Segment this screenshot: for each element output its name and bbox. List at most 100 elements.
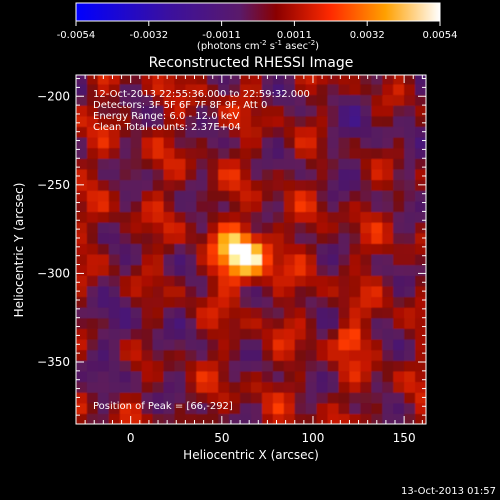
heatmap-cell	[316, 338, 329, 351]
heatmap-cell	[97, 381, 110, 393]
heatmap-cell	[382, 147, 394, 159]
heatmap-cell	[261, 360, 274, 372]
heatmap-cell	[141, 137, 154, 149]
heatmap-cell	[207, 83, 219, 96]
heatmap-cell	[404, 190, 416, 202]
heatmap-cell	[415, 75, 426, 85]
heatmap-cell	[141, 211, 154, 223]
heatmap-cell	[141, 381, 154, 393]
heatmap-cell	[163, 243, 176, 255]
heatmap-cell	[163, 275, 176, 287]
heatmap-cell	[360, 275, 372, 287]
heatmap-cell	[393, 200, 405, 213]
heatmap-cell	[393, 360, 405, 372]
heatmap-cell	[97, 83, 110, 96]
heatmap-cell	[163, 190, 176, 202]
heatmap-cell	[415, 190, 426, 202]
heatmap-cell	[119, 381, 132, 393]
heatmap-cell	[207, 307, 219, 319]
heatmap-cell	[207, 413, 219, 424]
heatmap-cell	[130, 232, 143, 244]
heatmap-cell	[371, 349, 383, 361]
heatmap-cell	[382, 392, 394, 404]
heatmap-cell	[415, 317, 426, 329]
heatmap-cell	[119, 392, 132, 404]
heatmap-cell	[338, 243, 351, 255]
heatmap-cell	[174, 158, 186, 170]
heatmap-cell	[404, 413, 416, 424]
heatmap-cell	[174, 83, 186, 96]
heatmap-cell	[294, 179, 307, 191]
heatmap-cell	[207, 190, 219, 202]
heatmap-cell	[272, 264, 285, 276]
heatmap-cell	[108, 253, 121, 266]
heatmap-cell	[360, 338, 372, 351]
heatmap-cell	[327, 338, 340, 351]
heatmap-cell	[251, 296, 263, 308]
heatmap-cell	[349, 275, 361, 287]
heatmap-cell	[86, 126, 99, 138]
heatmap-cell	[283, 413, 296, 424]
heatmap-cell	[152, 137, 165, 149]
heatmap-cell	[305, 115, 318, 127]
heatmap-cell	[196, 307, 208, 319]
heatmap-cell	[251, 168, 263, 181]
heatmap-cell	[316, 105, 329, 117]
heatmap-cell	[141, 83, 154, 96]
heatmap-cell	[283, 360, 296, 372]
heatmap-cell	[338, 75, 351, 85]
heatmap-cell	[76, 317, 88, 329]
heatmap-cell	[316, 83, 329, 96]
heatmap-cell	[240, 115, 252, 127]
heatmap-cell	[327, 349, 340, 361]
heatmap-cell	[76, 392, 88, 404]
heatmap-cell	[218, 200, 230, 213]
heatmap-cell	[207, 381, 219, 393]
heatmap-cell	[229, 168, 241, 181]
heatmap-cell	[294, 168, 307, 181]
heatmap-cell	[382, 158, 394, 170]
heatmap-cell	[360, 285, 372, 298]
heatmap-cell	[218, 413, 230, 424]
heatmap-cell	[305, 126, 318, 138]
heatmap-cell	[207, 253, 219, 266]
heatmap-cell	[174, 413, 186, 424]
heatmap-cell	[251, 392, 263, 404]
heatmap-cell	[283, 285, 296, 298]
annotation-line: Detectors: 3F 5F 6F 7F 8F 9F, Att 0	[93, 100, 267, 111]
heatmap-cell	[152, 222, 165, 234]
heatmap-cell	[86, 328, 99, 340]
heatmap-cell	[163, 338, 176, 351]
heatmap-cell	[185, 285, 197, 298]
heatmap-cell	[196, 338, 208, 351]
heatmap-cell	[97, 211, 110, 223]
heatmap-cell	[163, 75, 176, 85]
heatmap-cell	[283, 222, 296, 234]
heatmap-cell	[283, 94, 296, 106]
heatmap-cell	[261, 296, 274, 308]
heatmap-cell	[404, 392, 416, 404]
heatmap-cell	[316, 392, 329, 404]
heatmap-cell	[382, 232, 394, 244]
colorbar: -0.0054 -0.0032 -0.0011 0.0011 0.0032 0.0054 …	[57, 2, 458, 52]
heatmap-cell	[130, 392, 143, 404]
heatmap-cell	[272, 105, 285, 117]
heatmap-cell	[371, 94, 383, 106]
heatmap-cell	[283, 200, 296, 213]
heatmap-cell	[97, 370, 110, 383]
heatmap-cell	[360, 232, 372, 244]
heatmap-cell	[404, 285, 416, 298]
heatmap-cell	[371, 83, 383, 96]
heatmap-cell	[108, 158, 121, 170]
heatmap-cell	[229, 402, 241, 414]
heatmap-cell	[108, 328, 121, 340]
heatmap-cell	[174, 392, 186, 404]
heatmap-cell	[415, 168, 426, 181]
heatmap-cell	[76, 211, 88, 223]
heatmap-cell	[174, 75, 186, 85]
heatmap-cell	[349, 264, 361, 276]
heatmap-cell	[119, 243, 132, 255]
heatmap-cell	[229, 264, 241, 276]
heatmap-cell	[240, 243, 252, 255]
heatmap-cell	[393, 317, 405, 329]
